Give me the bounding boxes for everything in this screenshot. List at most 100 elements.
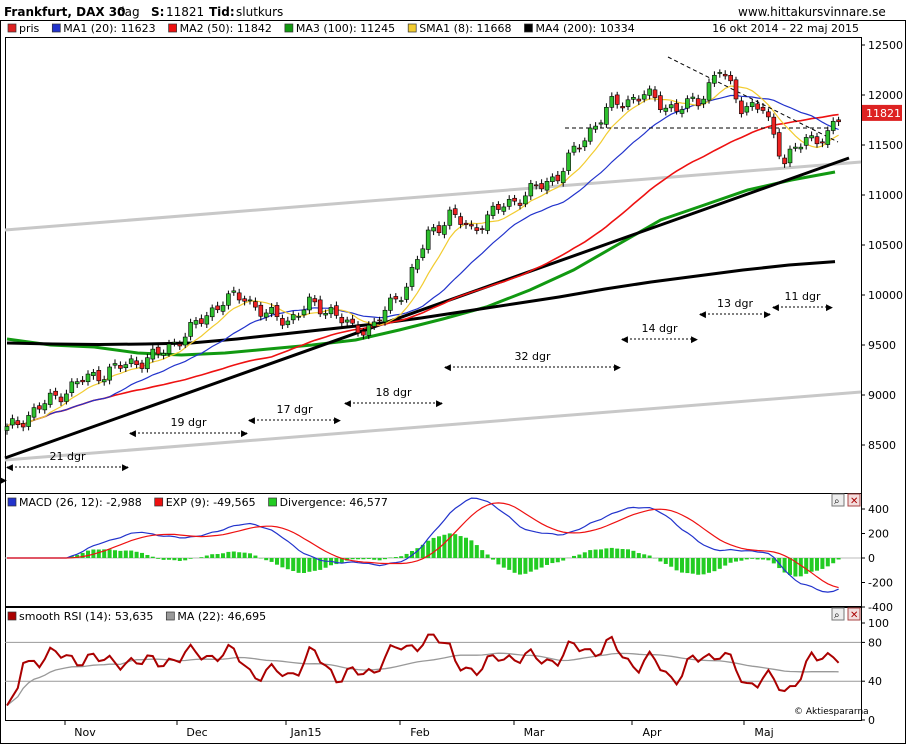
divergence-bar bbox=[658, 558, 663, 562]
divergence-bar bbox=[766, 558, 771, 561]
candle-up bbox=[344, 319, 350, 323]
macd-tick-label: -400 bbox=[868, 601, 893, 614]
candle-up bbox=[431, 227, 436, 232]
divergence-bar bbox=[572, 555, 576, 558]
price-tick-label: 10000 bbox=[868, 289, 903, 302]
price-legend: pris MA1 (20): 11623 MA2 (50): 11842 MA3 (1… bbox=[7, 22, 635, 35]
divergence-bar bbox=[750, 558, 755, 559]
divergence-bar bbox=[734, 558, 738, 562]
candle-down bbox=[636, 98, 642, 102]
candle-down bbox=[760, 106, 766, 111]
divergence-bar bbox=[739, 558, 744, 561]
candle-up bbox=[101, 379, 107, 383]
candle-up bbox=[296, 316, 301, 318]
rsi-tick-label: 80 bbox=[868, 636, 882, 649]
candle-down bbox=[334, 305, 339, 316]
search-icon bbox=[831, 493, 845, 507]
upper-channel-line bbox=[4, 160, 862, 232]
divergence-bar bbox=[393, 557, 398, 558]
divergence-bar bbox=[404, 553, 409, 558]
candle-up bbox=[787, 148, 793, 164]
divergence-bar bbox=[469, 540, 474, 558]
divergence-bar bbox=[264, 558, 269, 561]
candle-up bbox=[112, 363, 118, 366]
legend-swatch bbox=[268, 497, 277, 507]
divergence-bar bbox=[501, 558, 506, 568]
candle-down bbox=[517, 202, 523, 206]
legend-swatch bbox=[165, 611, 175, 621]
candle-down bbox=[350, 318, 355, 324]
divergence-bar bbox=[458, 536, 463, 558]
candle-up bbox=[571, 145, 577, 153]
site-url[interactable]: www.hittakursvinnare.se bbox=[738, 5, 886, 19]
divergence-bar bbox=[453, 534, 458, 558]
candle-up bbox=[793, 146, 798, 149]
divergence-bar bbox=[172, 558, 177, 561]
candle-up bbox=[209, 307, 215, 318]
candle-up bbox=[409, 267, 415, 287]
candle-up bbox=[550, 176, 555, 182]
last-value: 11821 bbox=[166, 5, 205, 19]
candle-up bbox=[717, 72, 723, 74]
divergence-bar bbox=[582, 552, 587, 558]
divergence-bar bbox=[399, 556, 404, 558]
candle-up bbox=[744, 106, 750, 113]
rsi-legend: smooth RSI (14): 53,635 MA (22): 46,695 bbox=[7, 610, 266, 623]
candle-up bbox=[485, 214, 490, 231]
divergence-bar bbox=[464, 537, 468, 558]
candle-down bbox=[814, 136, 820, 145]
candle-down bbox=[118, 365, 123, 369]
divergence-bar bbox=[437, 536, 441, 558]
candle-down bbox=[512, 197, 517, 202]
divergence-bar bbox=[69, 556, 74, 558]
candle-down bbox=[533, 184, 539, 187]
divergence-bar bbox=[215, 554, 220, 558]
candle-up bbox=[26, 415, 31, 427]
candle-down bbox=[236, 292, 242, 301]
divergence-bar bbox=[221, 553, 225, 558]
candle-up bbox=[161, 353, 166, 356]
candle-up bbox=[74, 381, 80, 385]
candle-up bbox=[398, 300, 404, 302]
candle-up bbox=[247, 299, 253, 302]
candle-up bbox=[830, 120, 836, 131]
candle-up bbox=[631, 97, 636, 100]
divergence-bar bbox=[307, 558, 312, 572]
divergence-bar bbox=[75, 554, 80, 558]
divergence-bar bbox=[545, 558, 549, 565]
candle-up bbox=[107, 366, 112, 381]
divergence-bar bbox=[707, 558, 711, 573]
period-label: dag bbox=[117, 5, 140, 19]
cycle-arrow-head: ▶ bbox=[241, 429, 248, 439]
divergence-bar bbox=[755, 558, 760, 560]
divergence-bar bbox=[690, 558, 695, 574]
resistance-dashed-line bbox=[667, 56, 839, 143]
legend-swatch bbox=[7, 611, 17, 621]
candle-up bbox=[625, 99, 631, 108]
divergence-bar bbox=[107, 549, 112, 558]
cycle-label: 32 dgr bbox=[515, 350, 551, 363]
lower-channel-line bbox=[4, 390, 862, 462]
divergence-bar bbox=[523, 558, 528, 574]
date-range: 16 okt 2014 - 22 maj 2015 bbox=[712, 22, 859, 35]
divergence-bar bbox=[226, 551, 231, 558]
price-tick-label: 12500 bbox=[868, 39, 903, 52]
divergence-bar bbox=[550, 558, 555, 564]
cycle-label: 21 dgr bbox=[50, 450, 86, 463]
divergence-bar bbox=[620, 549, 625, 558]
divergence-bar bbox=[204, 555, 209, 558]
divergence-bar bbox=[361, 558, 366, 560]
candle-up bbox=[226, 293, 231, 306]
candle-up bbox=[442, 225, 447, 235]
rsi-line bbox=[6, 633, 840, 707]
divergence-bar bbox=[161, 558, 166, 560]
divergence-bar bbox=[771, 558, 776, 564]
candle-down bbox=[652, 89, 658, 98]
divergence-bar bbox=[507, 558, 512, 570]
candle-down bbox=[474, 227, 480, 231]
cycle-label: 19 dgr bbox=[171, 416, 207, 429]
divergence-bar bbox=[728, 558, 733, 563]
divergence-bar bbox=[701, 558, 706, 575]
divergence-bar bbox=[669, 558, 674, 567]
candle-up bbox=[145, 357, 150, 370]
